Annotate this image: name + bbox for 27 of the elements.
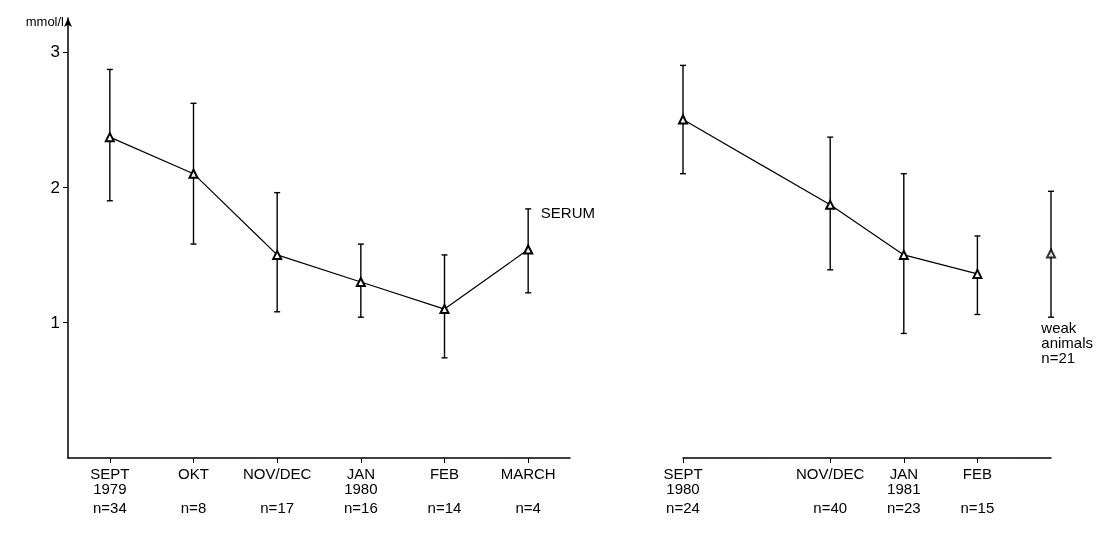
point — [972, 268, 983, 279]
point — [188, 168, 199, 179]
x-tick-label: NOV/DEC n=40 — [796, 465, 865, 516]
point — [439, 304, 450, 315]
point — [104, 132, 115, 143]
x-tick-label: FEB n=14 — [427, 465, 462, 516]
x-tick-label: SEPT 1980 n=24 — [663, 465, 703, 516]
annotation: SERUM — [540, 204, 595, 221]
point — [678, 114, 688, 125]
x-tick-label: JAN 1981 n=23 — [886, 465, 921, 516]
point — [355, 277, 366, 287]
point — [1046, 248, 1056, 259]
y-tick-label: 1 — [50, 313, 60, 333]
point — [825, 199, 836, 210]
y-tick-label: 3 — [50, 42, 60, 62]
x-tick-label: SEPT 1979 n=34 — [90, 465, 130, 516]
x-tick-label: JAN 1980 n=16 — [343, 465, 378, 516]
y-tick-label: 2 — [50, 177, 60, 197]
x-tick-label: MARCH n=4 — [500, 465, 556, 516]
point — [523, 244, 534, 255]
annotation: weak animals n=21 — [1040, 319, 1093, 366]
point — [272, 249, 283, 260]
x-tick-label: NOV/DEC n=17 — [242, 465, 312, 516]
x-tick-label: OKT n=8 — [178, 465, 209, 516]
y-axis-title: mmol/l — [25, 14, 65, 29]
point — [898, 249, 909, 260]
x-tick-label: FEB n=15 — [960, 465, 995, 516]
